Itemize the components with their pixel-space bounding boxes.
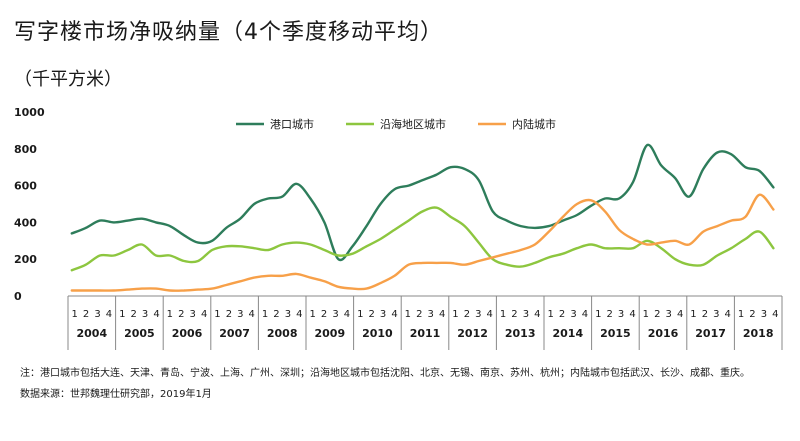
- series-line-coastal-cities: [70, 206, 775, 272]
- year-label-2009: 2009: [314, 327, 345, 340]
- quarter-label: 4: [344, 309, 350, 320]
- quarter-label: 4: [201, 309, 207, 320]
- quarter-label: 4: [106, 309, 112, 320]
- legend-label: 港口城市: [270, 117, 314, 131]
- y-tick-label-600: 600: [14, 180, 37, 193]
- year-label-2008: 2008: [267, 327, 298, 340]
- legend-label: 沿海地区城市: [380, 117, 446, 131]
- quarter-label: 1: [71, 309, 77, 320]
- quarter-label: 2: [178, 309, 184, 320]
- quarter-label: 4: [725, 309, 731, 320]
- quarter-label: 3: [428, 309, 434, 320]
- quarter-label: 3: [94, 309, 100, 320]
- unit-label: （千平方米）: [14, 69, 122, 90]
- series-line-inland-cities: [70, 193, 775, 292]
- quarter-label: 2: [654, 309, 660, 320]
- quarter-label: 3: [761, 309, 767, 320]
- quarter-label: 1: [119, 309, 125, 320]
- quarter-label: 2: [559, 309, 565, 320]
- quarter-label: 1: [309, 309, 315, 320]
- legend: 港口城市 沿海地区城市 内陆城市: [236, 117, 556, 131]
- quarter-label: 3: [237, 309, 243, 320]
- y-tick-label-400: 400: [14, 216, 37, 229]
- quarter-label: 1: [595, 309, 601, 320]
- quarter-label: 2: [369, 309, 375, 320]
- year-label-2018: 2018: [743, 327, 774, 340]
- quarter-label: 3: [523, 309, 529, 320]
- quarter-label: 3: [285, 309, 291, 320]
- quarter-label: 3: [666, 309, 672, 320]
- quarter-label: 4: [391, 309, 397, 320]
- quarter-label: 2: [749, 309, 755, 320]
- quarter-label: 3: [380, 309, 386, 320]
- series-line-port-cities: [70, 143, 775, 262]
- quarter-label: 2: [131, 309, 137, 320]
- quarter-label: 3: [618, 309, 624, 320]
- quarter-label: 1: [500, 309, 506, 320]
- quarter-label: 2: [511, 309, 517, 320]
- year-label-2006: 2006: [172, 327, 203, 340]
- quarter-label: 1: [405, 309, 411, 320]
- quarter-label: 2: [321, 309, 327, 320]
- quarter-label: 1: [452, 309, 458, 320]
- series-layer: [70, 143, 775, 292]
- quarter-label: 3: [142, 309, 148, 320]
- quarter-label: 1: [262, 309, 268, 320]
- quarter-label: 2: [464, 309, 470, 320]
- quarter-label: 1: [167, 309, 173, 320]
- y-tick-label-1000: 1000: [14, 106, 45, 119]
- quarter-label: 3: [570, 309, 576, 320]
- y-tick-label-0: 0: [14, 290, 22, 303]
- quarter-label: 4: [677, 309, 683, 320]
- quarter-label: 4: [249, 309, 255, 320]
- quarter-label: 1: [547, 309, 553, 320]
- quarter-label: 3: [713, 309, 719, 320]
- quarter-label: 2: [226, 309, 232, 320]
- year-label-2014: 2014: [552, 327, 583, 340]
- footnote-source: 数据来源：世邦魏理仕研究部，2019年1月: [20, 389, 212, 400]
- quarter-label: 4: [439, 309, 445, 320]
- year-label-2010: 2010: [362, 327, 393, 340]
- year-label-2016: 2016: [648, 327, 679, 340]
- quarter-label: 1: [214, 309, 220, 320]
- year-label-2012: 2012: [457, 327, 488, 340]
- year-label-2017: 2017: [695, 327, 726, 340]
- quarter-label: 4: [772, 309, 778, 320]
- quarter-label: 1: [738, 309, 744, 320]
- quarter-label: 2: [416, 309, 422, 320]
- quarter-label: 3: [475, 309, 481, 320]
- legend-label: 内陆城市: [512, 117, 556, 131]
- footnote-cities: 注：港口城市包括大连、天津、青岛、宁波、上海、广州、深圳；沿海地区城市包括沈阳、…: [20, 368, 750, 379]
- quarter-label: 2: [607, 309, 613, 320]
- y-tick-label-800: 800: [14, 143, 37, 156]
- year-label-2011: 2011: [410, 327, 441, 340]
- quarter-label: 1: [643, 309, 649, 320]
- quarter-label: 4: [296, 309, 302, 320]
- year-label-2015: 2015: [600, 327, 631, 340]
- year-label-2004: 2004: [76, 327, 107, 340]
- y-tick-label-200: 200: [14, 253, 37, 266]
- quarter-label: 4: [534, 309, 540, 320]
- quarter-label: 4: [153, 309, 159, 320]
- quarter-label: 2: [273, 309, 279, 320]
- quarter-label: 4: [487, 309, 493, 320]
- quarter-label: 3: [332, 309, 338, 320]
- quarter-label: 2: [702, 309, 708, 320]
- quarter-label: 2: [83, 309, 89, 320]
- quarter-label: 3: [190, 309, 196, 320]
- year-label-2013: 2013: [505, 327, 536, 340]
- year-label-2007: 2007: [219, 327, 250, 340]
- quarter-label: 4: [582, 309, 588, 320]
- year-label-2005: 2005: [124, 327, 155, 340]
- quarter-label: 1: [690, 309, 696, 320]
- quarter-label: 4: [629, 309, 635, 320]
- quarter-label: 1: [357, 309, 363, 320]
- chart-title: 写字楼市场净吸纳量（4个季度移动平均）: [14, 20, 443, 45]
